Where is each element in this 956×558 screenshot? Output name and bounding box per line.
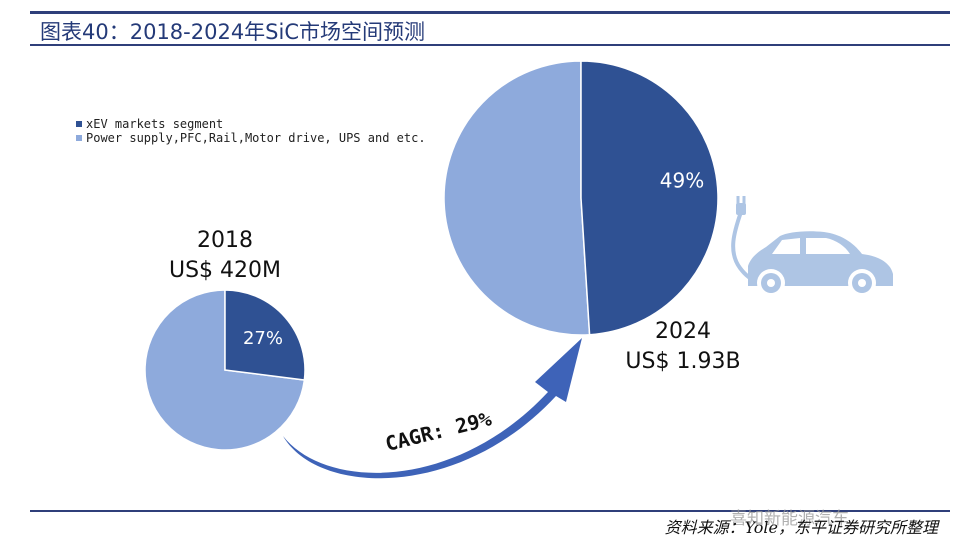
legend-swatch-other [76,135,82,141]
legend-label-other: Power supply,PFC,Rail,Motor drive, UPS a… [86,131,426,145]
total-2024: US$ 1.93B [625,349,741,374]
growth-arrow [283,338,582,479]
slice-xev-2024 [580,60,719,336]
data-label-xev-2018: 27% [243,328,283,349]
total-2018: US$ 420M [168,258,282,283]
legend-item-other: Power supply,PFC,Rail,Motor drive, UPS a… [76,131,426,145]
top-rule [30,11,950,14]
bottom-rule [30,510,950,512]
label-2018: 2018 US$ 420M [150,226,300,286]
label-2024: 2024 US$ 1.93B [608,317,758,377]
year-2018: 2018 [197,228,253,253]
source-note: 资料来源：Yole，东平证券研究所整理 [664,518,938,537]
chart-title: 图表40：2018-2024年SiC市场空间预测 [40,20,426,44]
legend-swatch-xev [76,121,82,127]
legend-label-xev: xEV markets segment [86,117,224,131]
year-2024: 2024 [655,319,711,344]
electric-car-icon [731,196,893,297]
title-rule [30,44,950,46]
data-label-xev-2024: 49% [660,169,704,193]
legend: xEV markets segment Power supply,PFC,Rai… [76,117,426,145]
watermark: 喜知新能源汽车 [730,509,849,529]
slice-xev-2018 [224,289,306,381]
legend-item-xev: xEV markets segment [76,117,426,131]
slice-other-2024 [443,60,591,336]
